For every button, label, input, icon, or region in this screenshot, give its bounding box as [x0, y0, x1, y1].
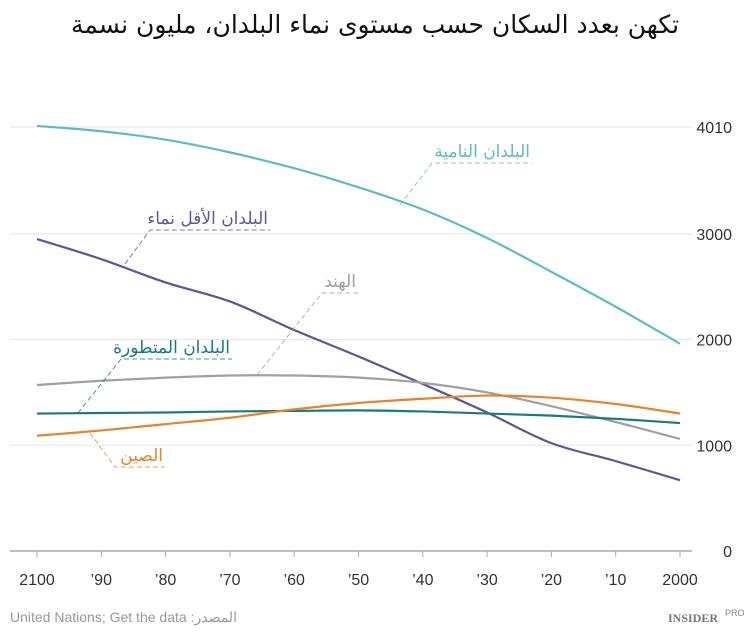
y-tick-label: 1000: [696, 438, 732, 455]
series-label: البلدان المتطورة: [113, 338, 230, 358]
x-tick-label: ’90: [91, 572, 112, 589]
x-tick-label: 2100: [19, 572, 55, 589]
series-line-4: [36, 394, 681, 437]
series-line-0: [36, 124, 681, 345]
x-tick-label: ’60: [284, 572, 305, 589]
x-tick-label: ’20: [541, 572, 562, 589]
series-label: البلدان الأقل نماء: [147, 208, 268, 229]
series-label: البلدان النامية: [434, 142, 530, 162]
series-line-1: [36, 238, 681, 482]
brand-logo: INSIDER: [668, 611, 718, 625]
chart-title: تكهن بعدد السكان حسب مستوى نماء البلدان،…: [71, 10, 679, 40]
x-tick-label: 2000: [662, 572, 698, 589]
x-tick-label: ’50: [348, 572, 369, 589]
series-line-3: [36, 409, 681, 425]
y-tick-label: 4010: [696, 120, 732, 137]
x-tick-label: ’10: [605, 572, 626, 589]
brand-logo-sup: PRO: [725, 608, 745, 618]
x-tick-label: ’80: [155, 572, 176, 589]
series-label: الهند: [324, 272, 356, 292]
source-note[interactable]: United Nations; Get the data :المصدر: [10, 609, 237, 626]
x-tick-label: ’70: [219, 572, 240, 589]
x-tick-label: ’30: [476, 572, 497, 589]
y-tick-label: 3000: [696, 227, 732, 244]
label-leader-line: [124, 229, 270, 265]
series-line-2: [36, 374, 681, 440]
label-leader-line: [399, 162, 532, 206]
y-tick-label: 2000: [696, 333, 732, 350]
label-leader-line: [256, 292, 358, 376]
x-tick-label: ’40: [412, 572, 433, 589]
series-label: الصين: [120, 446, 163, 466]
label-leader-line: [77, 358, 232, 414]
y-tick-label: 0: [723, 544, 732, 561]
label-leader-line: [89, 432, 165, 468]
